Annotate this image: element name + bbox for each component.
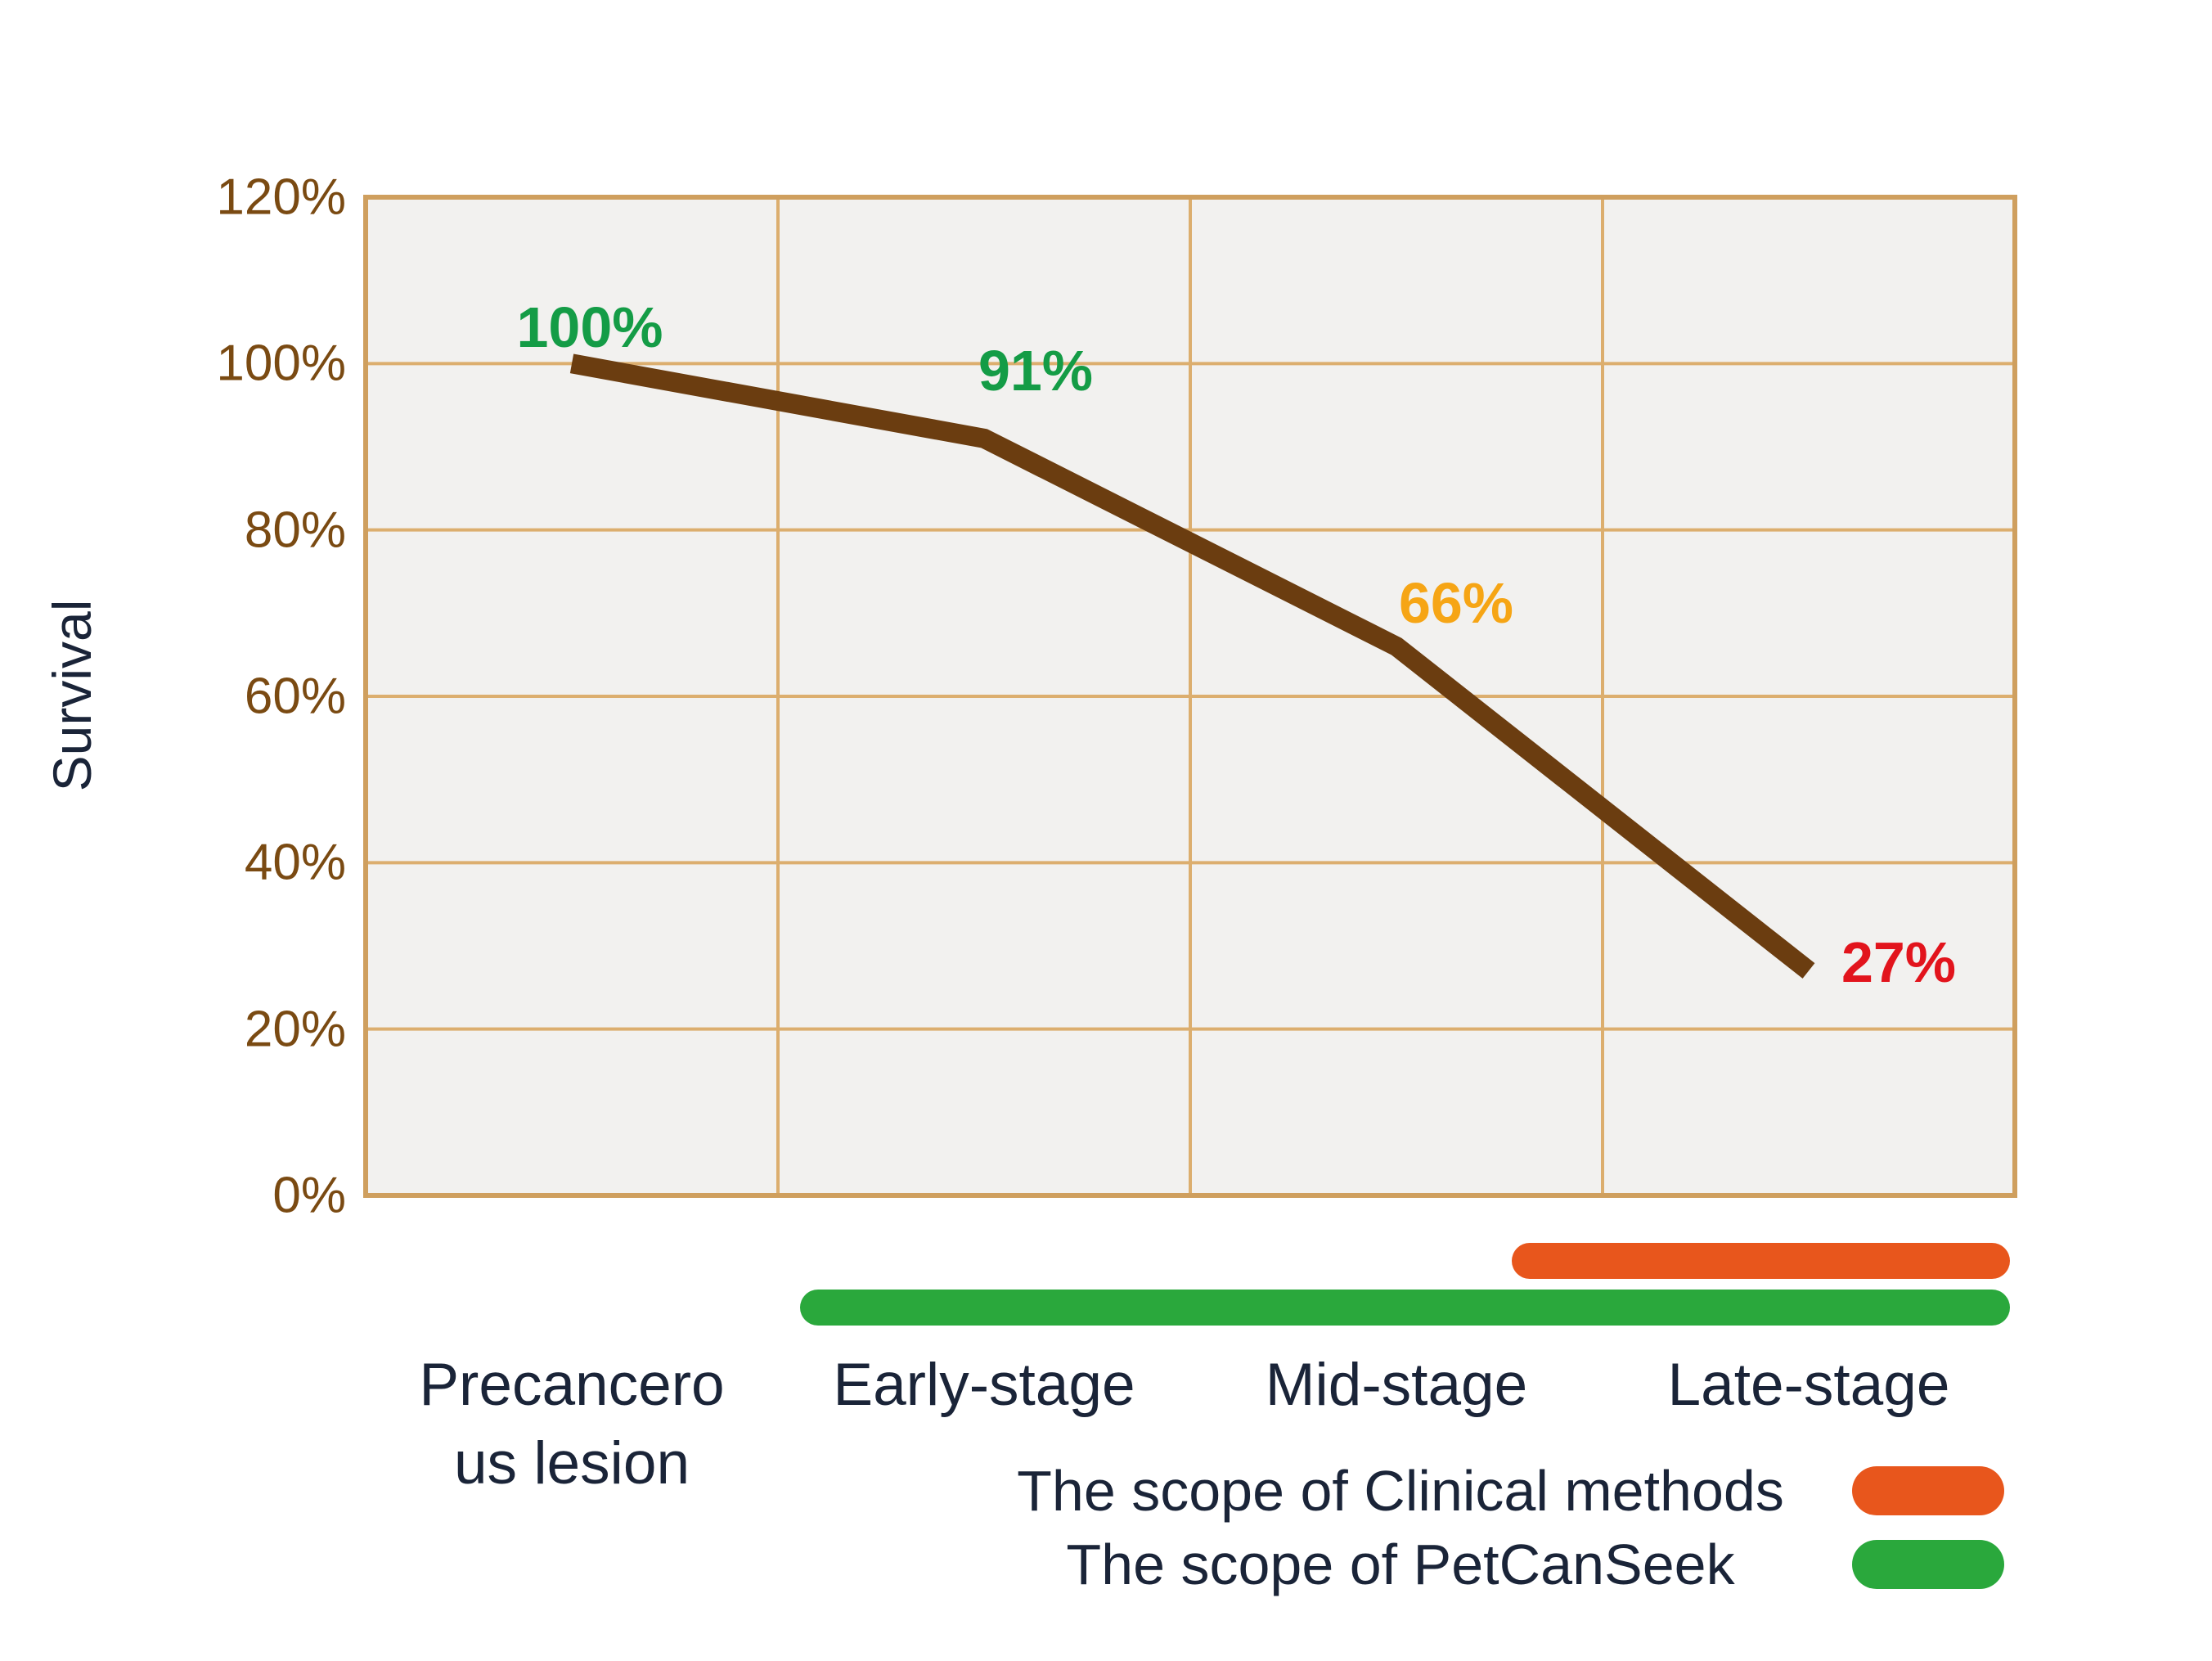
petcanseek-scope-bar: [800, 1290, 2010, 1326]
legend-label-clinical-methods: The scope of Clinical methods: [1017, 1459, 1784, 1523]
y-axis-title: Survival: [42, 599, 102, 792]
x-category-label-mid-stage: Mid-stage: [1265, 1352, 1528, 1418]
data-label-mid-66: 66%: [1398, 571, 1514, 635]
x-category-label-late-stage: Late-stage: [1667, 1352, 1950, 1418]
y-tick-label-80: 80%: [244, 502, 346, 559]
data-label-early-91: 91%: [978, 338, 1094, 403]
y-tick-label-20: 20%: [244, 1001, 346, 1058]
legend-swatch-petcanseek: [1852, 1540, 2004, 1589]
y-tick-label-60: 60%: [244, 668, 346, 725]
data-label-late-27: 27%: [1841, 930, 1957, 994]
legend-swatch-clinical-methods: [1852, 1466, 2004, 1515]
y-tick-label-0: 0%: [272, 1167, 346, 1224]
x-category-label-precancerous-lesion: Precancero us lesion: [419, 1352, 725, 1497]
data-label-precancerous-100: 100%: [516, 295, 663, 360]
clinical-methods-scope-bar: [1512, 1243, 2010, 1279]
y-tick-label-100: 100%: [216, 335, 346, 392]
survival-line-series: [569, 353, 1815, 979]
y-tick-label-120: 120%: [216, 169, 346, 226]
x-category-label-early-stage: Early-stage: [833, 1352, 1135, 1418]
y-tick-label-40: 40%: [244, 834, 346, 891]
plot-area-border: [363, 195, 2017, 1198]
legend-label-petcanseek: The scope of PetCanSeek: [1066, 1533, 1735, 1596]
